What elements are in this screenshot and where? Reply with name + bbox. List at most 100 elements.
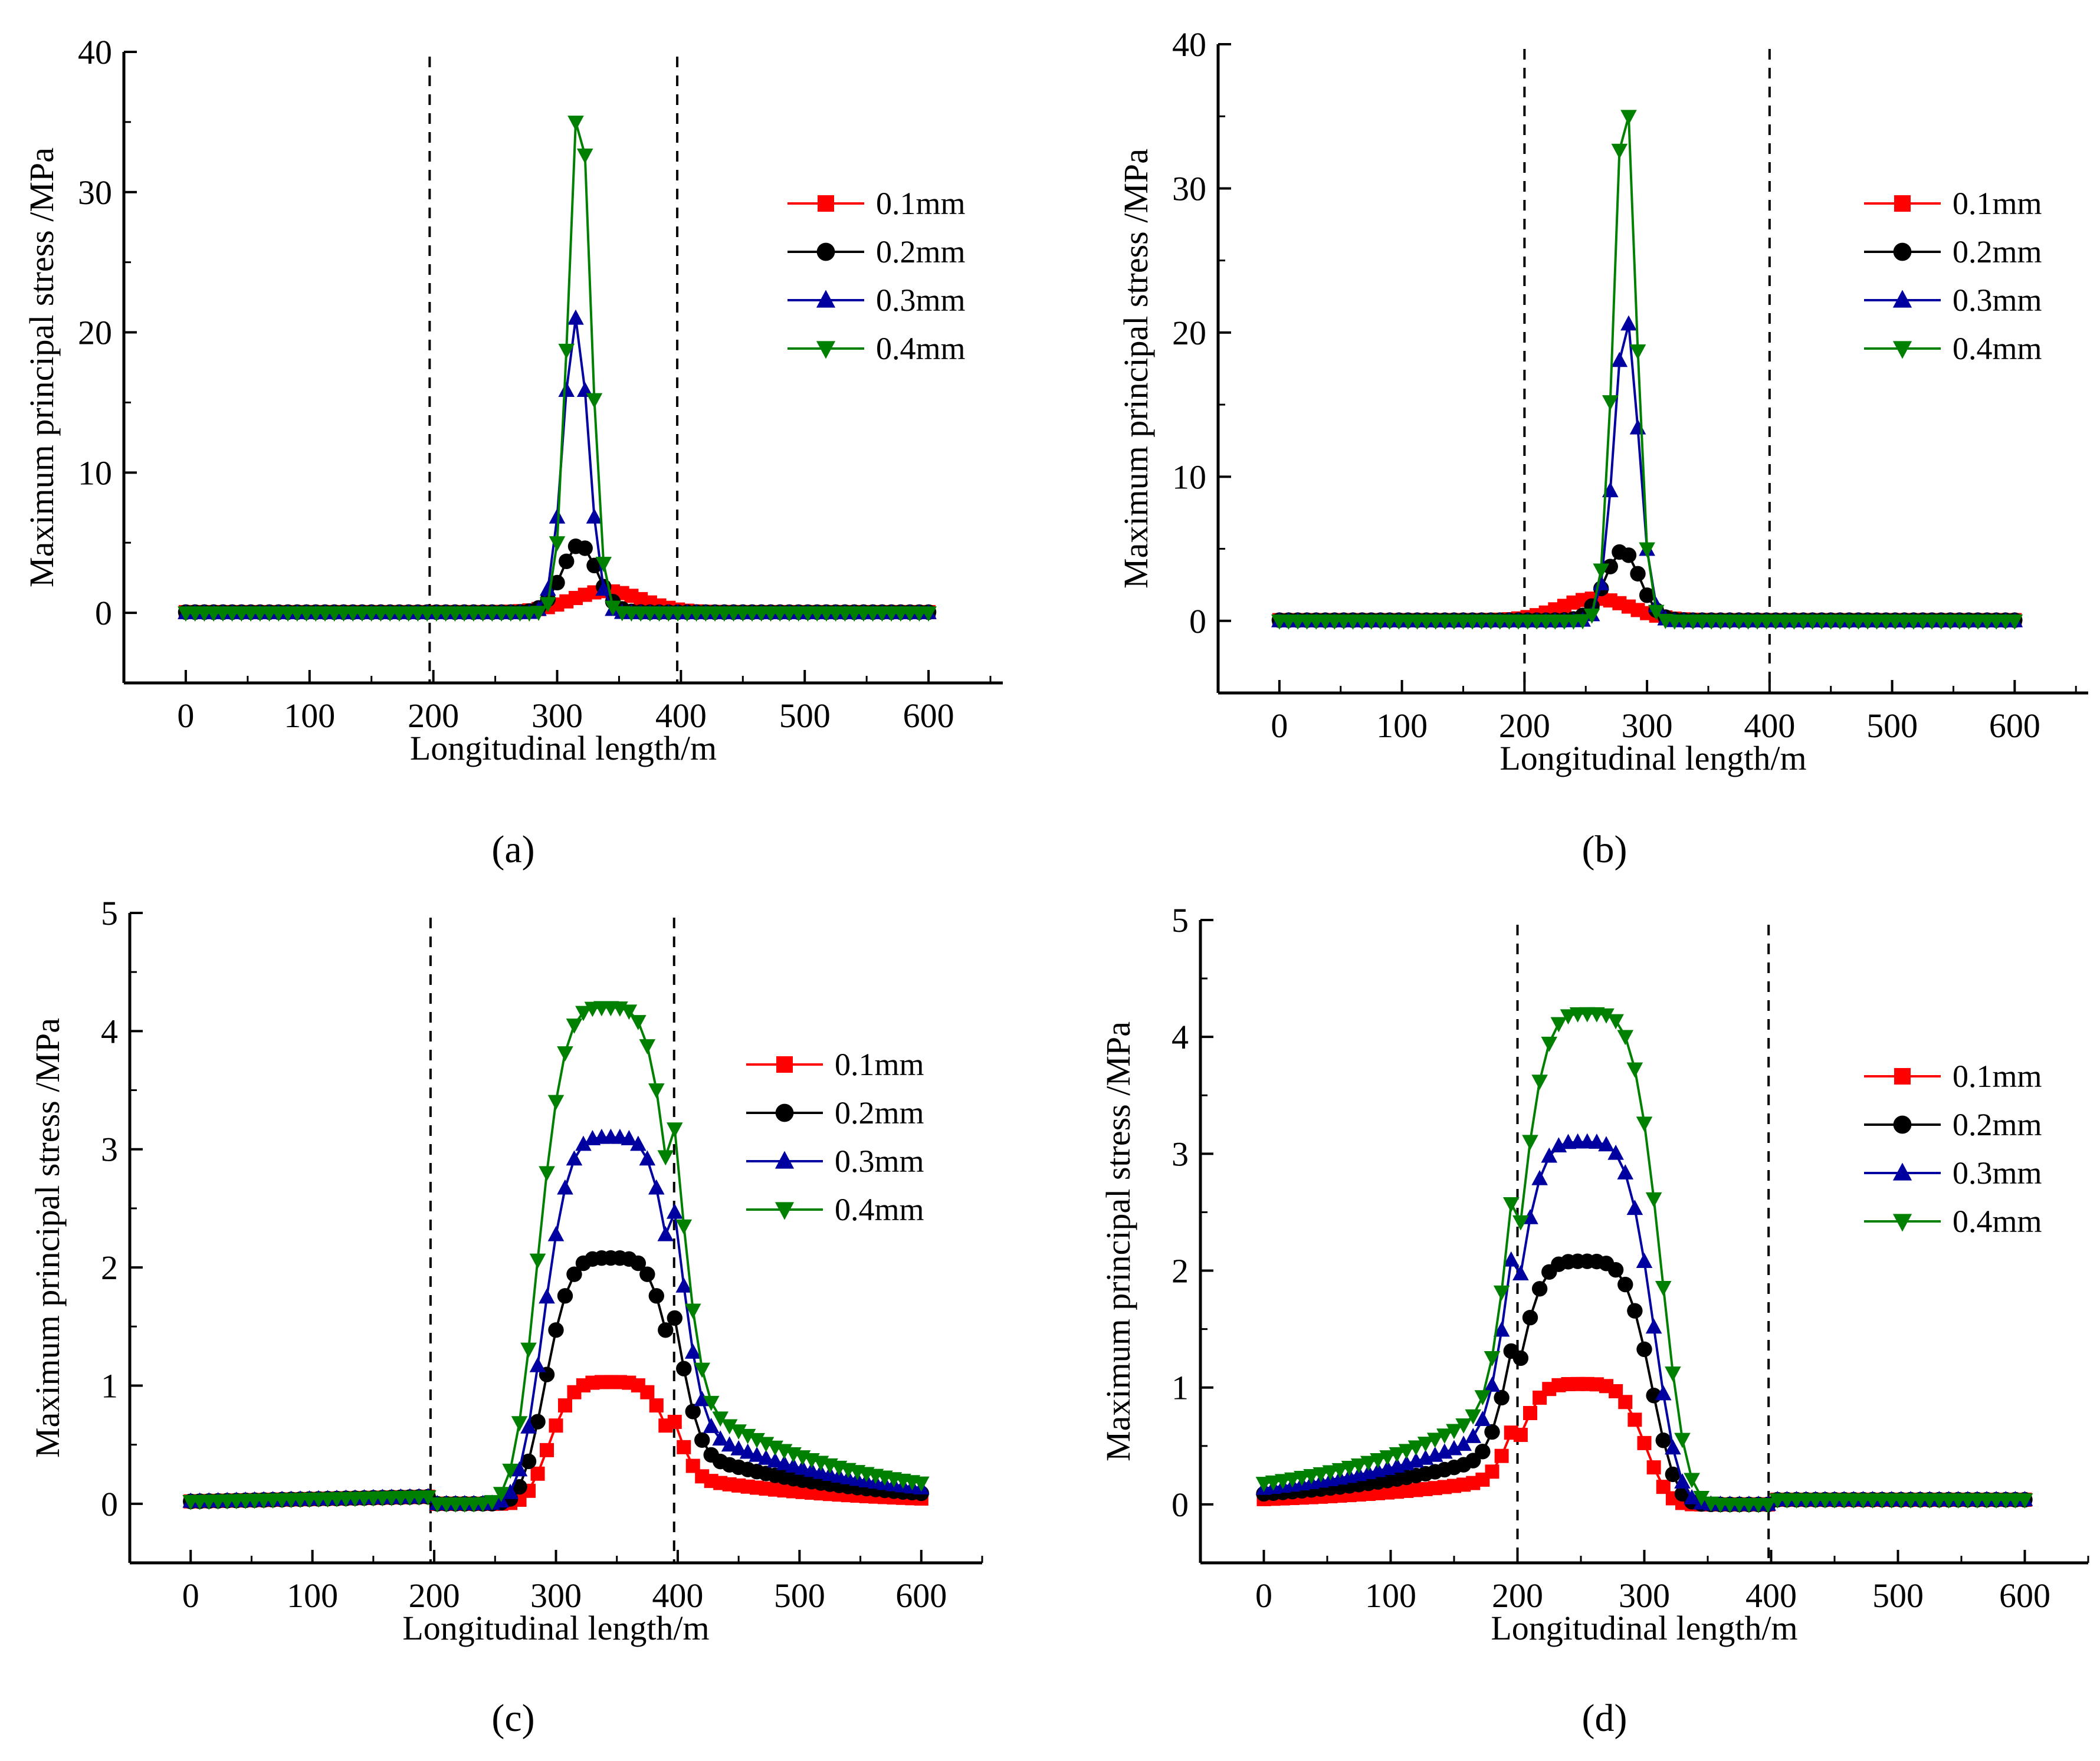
data-point [1502, 1197, 1520, 1213]
legend-marker [775, 1151, 795, 1169]
data-point [539, 597, 556, 613]
y-tick-label: 40 [1172, 25, 1206, 64]
data-point [1645, 1318, 1662, 1334]
legend-label: 0.1mm [1953, 1059, 2042, 1094]
data-point [1494, 1448, 1509, 1463]
data-point [549, 1418, 563, 1433]
data-point [1674, 1433, 1691, 1448]
data-point [621, 1004, 638, 1020]
data-point [1493, 1321, 1510, 1337]
y-axis-label: Maximum principal stress /MPa [1117, 149, 1155, 589]
data-point [721, 1419, 738, 1435]
series-0.3mm [1271, 315, 2023, 627]
data-point [1284, 1472, 1301, 1488]
data-point [1602, 558, 1618, 574]
data-point [1607, 1261, 1624, 1278]
y-tick-label: 5 [101, 894, 118, 932]
series-0.4mm [178, 116, 937, 622]
data-point [586, 508, 603, 524]
y-tick-label: 0 [1189, 602, 1206, 640]
data-point [694, 1432, 710, 1448]
data-point [640, 1385, 655, 1399]
y-tick-label: 2 [101, 1249, 118, 1287]
data-point [1379, 1450, 1396, 1466]
series-0.4mm [1255, 1007, 2033, 1513]
x-tick-label: 100 [284, 696, 335, 735]
legend-marker [1892, 1214, 1912, 1232]
data-point [675, 1277, 693, 1293]
data-point [557, 1046, 573, 1062]
y-tick-label: 30 [78, 173, 112, 212]
legend: 0.1mm 0.2mm 0.3mm 0.4mm [788, 186, 966, 366]
legend-marker [1894, 195, 1911, 212]
data-point [657, 1150, 674, 1166]
data-point [548, 1322, 564, 1338]
data-point [1465, 1428, 1482, 1443]
data-point [474, 1497, 491, 1513]
data-point [684, 1343, 701, 1359]
y-tick-label: 10 [78, 454, 112, 492]
panel-label: (c) [491, 1697, 534, 1740]
x-tick-label: 100 [1376, 707, 1428, 745]
data-point [549, 508, 566, 524]
data-point [749, 1446, 765, 1462]
data-point [511, 1461, 528, 1477]
data-point [1607, 1014, 1624, 1030]
data-point [520, 1342, 537, 1358]
data-point [557, 1288, 573, 1304]
data-point [575, 1135, 592, 1151]
x-tick-label: 200 [1499, 707, 1550, 745]
series-0.4mm [1271, 110, 2023, 630]
data-point [1655, 1385, 1672, 1401]
legend-label: 0.1mm [835, 1047, 924, 1082]
x-tick-label: 0 [182, 1576, 199, 1615]
data-point [739, 1443, 756, 1459]
data-point [1455, 1418, 1472, 1434]
data-point [1522, 1135, 1538, 1151]
data-point [1583, 608, 1600, 624]
legend-marker [816, 290, 836, 308]
data-point [1494, 1389, 1510, 1406]
data-point [1398, 1444, 1415, 1460]
legend-label: 0.2mm [835, 1095, 924, 1131]
y-axis-label: Maximum principal stress /MPa [28, 1018, 67, 1458]
data-point [1665, 1439, 1681, 1455]
data-point [1648, 604, 1665, 620]
data-point [776, 1454, 793, 1470]
data-point [1350, 1458, 1367, 1474]
data-point [1636, 1253, 1653, 1268]
data-point [1611, 351, 1628, 367]
legend-label: 0.1mm [1953, 186, 2042, 221]
data-point [685, 1404, 701, 1420]
legend-marker [775, 1103, 794, 1122]
x-tick-label: 200 [408, 696, 459, 735]
data-point [1674, 1473, 1691, 1489]
legend-marker [1892, 1162, 1912, 1181]
data-point [1523, 1406, 1537, 1421]
y-tick-label: 40 [78, 33, 112, 71]
data-point [575, 1006, 592, 1021]
data-point [1620, 315, 1637, 331]
y-tick-label: 0 [95, 594, 112, 632]
data-point [712, 1411, 729, 1427]
data-point [621, 1130, 638, 1145]
data-point [566, 1150, 583, 1166]
data-point [1255, 1477, 1272, 1492]
series-0.1mm [1256, 1376, 2032, 1512]
y-tick-label: 1 [1172, 1369, 1189, 1407]
legend-marker [775, 1202, 795, 1220]
data-point [566, 1266, 582, 1282]
data-point [547, 1226, 565, 1241]
data-point [639, 1266, 655, 1282]
x-tick-label: 100 [287, 1576, 338, 1615]
legend-marker [1892, 290, 1912, 308]
data-point [1593, 563, 1610, 579]
data-point [1636, 1116, 1653, 1132]
data-point [1550, 1017, 1567, 1033]
x-tick-label: 500 [779, 696, 831, 735]
data-point [749, 1433, 765, 1448]
data-point [539, 1288, 555, 1304]
